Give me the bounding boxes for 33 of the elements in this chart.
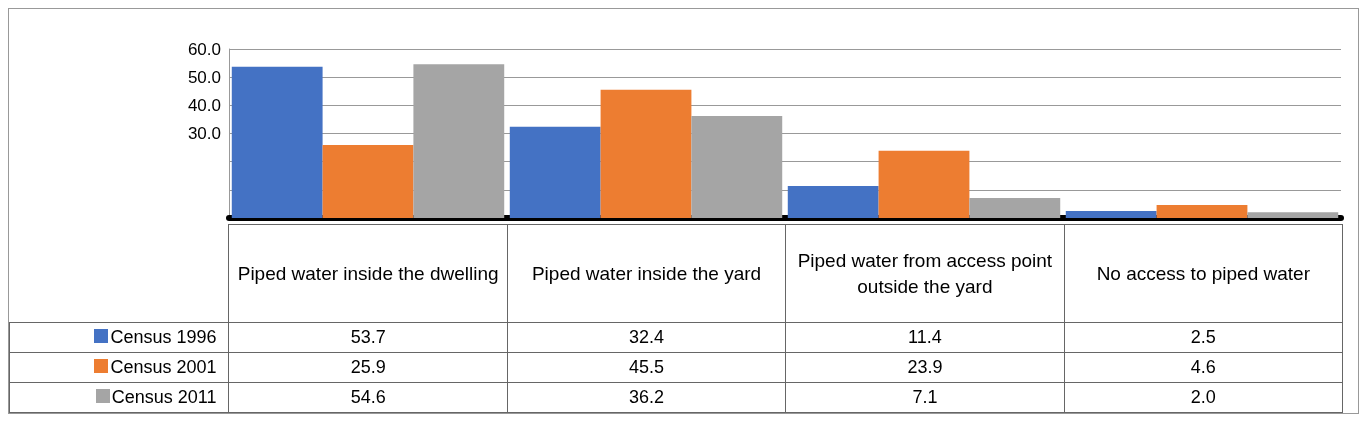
legend-label: Census 2001 [9,352,229,383]
data-label: 36.2 [507,382,786,413]
bar [1065,210,1157,218]
data-label: 4.6 [1064,352,1343,383]
x-tick-label: Piped water inside the yard [507,224,786,323]
bar [878,150,970,218]
bar [1156,205,1248,218]
data-label: 54.6 [228,382,508,413]
y-tick-label: 50.0 [187,67,221,87]
legend-label: Census 2011 [9,382,229,413]
data-label: 2.0 [1064,382,1343,413]
data-label: 7.1 [785,382,1065,413]
x-tick-label: Piped water inside the dwelling [228,224,508,323]
y-tick-label: 60.0 [187,39,221,59]
bar [231,66,323,218]
legend-label: Census 1996 [9,322,229,353]
x-tick-label: Piped water from access point outside the yard [785,224,1065,323]
bar [969,198,1061,218]
y-tick-label: 30.0 [187,124,221,143]
y-tick-label: 40.0 [187,95,221,115]
x-tick-label: No access to piped water [1064,224,1343,323]
data-label: 23.9 [785,352,1065,383]
bar [1247,212,1339,218]
data-label: 25.9 [228,352,508,383]
data-label: 2.5 [1064,322,1343,353]
data-label: 11.4 [785,322,1065,353]
data-label: 53.7 [228,322,508,353]
bar [322,145,414,218]
data-label: 32.4 [507,322,786,353]
bar [787,185,879,218]
data-label: 45.5 [507,352,786,383]
bar [600,89,692,218]
bar [509,126,601,218]
